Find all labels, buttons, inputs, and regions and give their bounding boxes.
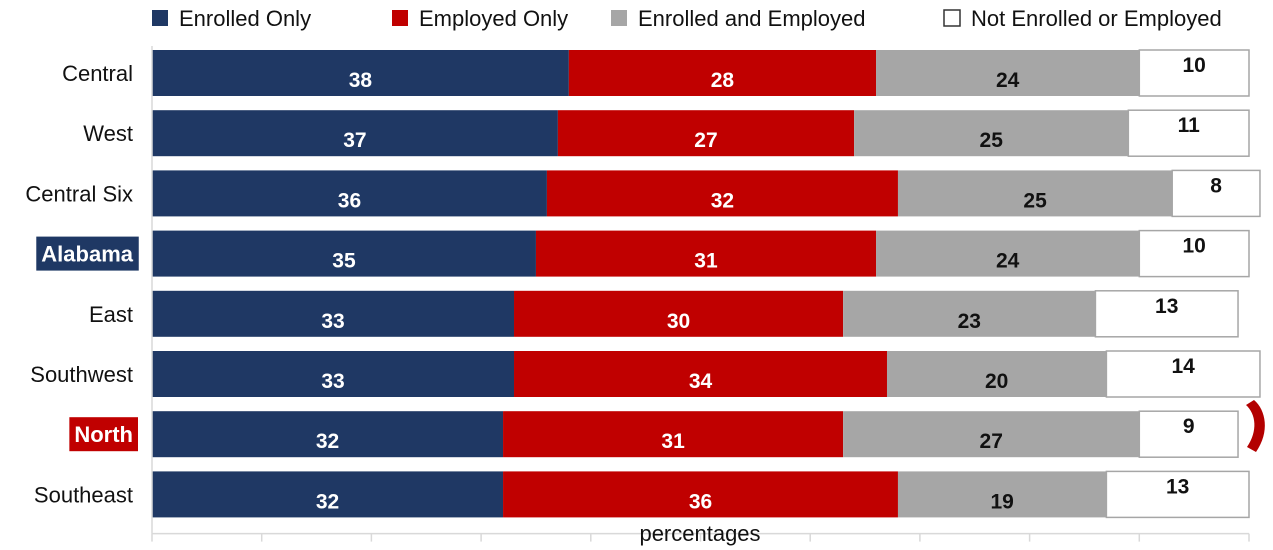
legend-label-not-enrolled-or-employed: Not Enrolled or Employed <box>971 6 1222 31</box>
data-label: 31 <box>661 430 685 453</box>
bar-segment-enrolled-and-employed <box>897 471 1107 518</box>
bar-segment-employed-only <box>514 290 844 337</box>
data-label: 36 <box>338 189 361 212</box>
category-label-southeast: Southeast <box>34 482 133 507</box>
category-label-central: Central <box>62 61 133 86</box>
bar-segment-employed-only <box>535 230 877 277</box>
bar-segment-enrolled-only <box>152 110 558 157</box>
data-label: 20 <box>985 370 1008 393</box>
bar-segment-enrolled-and-employed <box>897 170 1173 217</box>
bar-row-southwest: 33 34 20 14 <box>152 350 1261 398</box>
bar-row-east: 33 30 23 13 <box>152 290 1239 338</box>
legend-label-employed-only: Employed Only <box>419 6 568 31</box>
data-label: 25 <box>1023 189 1047 212</box>
bar-segment-enrolled-only <box>152 290 515 337</box>
category-label-east: East <box>89 302 133 327</box>
data-label: 14 <box>1172 355 1196 378</box>
data-label: 25 <box>980 129 1004 152</box>
data-label: 37 <box>343 129 366 152</box>
category-label-alabama: Alabama <box>41 242 133 267</box>
bar-segment-not-enrolled-or-employed <box>1138 229 1250 278</box>
bar-row-central: 38 28 24 10 <box>152 49 1250 97</box>
data-label: 33 <box>321 310 344 333</box>
bar-segment-enrolled-and-employed <box>876 230 1140 277</box>
bar-row-southeast: 32 36 19 13 <box>152 470 1250 519</box>
data-label: 10 <box>1182 54 1205 77</box>
bar-segment-enrolled-only <box>152 170 547 217</box>
bar-segment-enrolled-only <box>152 351 515 397</box>
data-label: 30 <box>667 310 690 333</box>
bar-row-central-six: 36 32 25 8 <box>152 169 1261 218</box>
bar-segment-enrolled-and-employed <box>886 351 1107 397</box>
x-axis <box>151 46 1250 542</box>
bar-segment-not-enrolled-or-employed <box>1105 350 1261 398</box>
bar-row-north: 32 31 27 9 <box>152 410 1239 458</box>
data-label: 23 <box>958 310 981 333</box>
bar-segment-not-enrolled-or-employed <box>1138 49 1250 97</box>
bar-segment-enrolled-and-employed <box>843 290 1096 337</box>
data-label: 24 <box>996 69 1020 92</box>
category-highlight-alabama <box>36 236 139 271</box>
data-label: 11 <box>1178 114 1201 137</box>
bar-row-alabama: 35 31 24 10 <box>152 229 1250 278</box>
data-label: 31 <box>694 250 718 273</box>
data-label: 35 <box>332 250 356 273</box>
bar-segment-enrolled-and-employed <box>854 110 1129 157</box>
data-label: 34 <box>689 370 713 393</box>
bar-segment-employed-only <box>514 351 887 397</box>
bar-segment-employed-only <box>568 50 877 96</box>
category-label-north: North <box>74 422 133 447</box>
bar-segment-enrolled-and-employed <box>876 50 1140 96</box>
data-label: 13 <box>1166 475 1189 498</box>
category-label-central-six: Central Six <box>25 181 133 206</box>
bar-segment-employed-only <box>503 411 844 458</box>
category-labels: Central West Central Six Alabama East Southwe… <box>25 61 139 507</box>
data-label: 27 <box>980 430 1003 453</box>
data-label: 9 <box>1183 415 1195 438</box>
bar-segment-enrolled-and-employed <box>843 411 1140 458</box>
legend-swatch-employed-only <box>392 10 408 26</box>
bar-row-west: 37 27 25 11 <box>152 109 1250 157</box>
bar-segment-employed-only <box>557 110 855 157</box>
bar-segment-enrolled-only <box>152 50 569 96</box>
data-label: 8 <box>1210 174 1222 197</box>
data-label: 32 <box>316 430 339 453</box>
legend-label-enrolled-and-employed: Enrolled and Employed <box>638 6 865 31</box>
data-label: 19 <box>990 490 1013 513</box>
legend-swatch-enrolled-and-employed <box>611 10 627 26</box>
data-label: 32 <box>316 490 339 513</box>
bar-segment-enrolled-only <box>152 230 536 277</box>
data-label: 24 <box>996 250 1020 273</box>
bar-segment-not-enrolled-or-employed <box>1171 169 1261 218</box>
category-label-west: West <box>83 121 133 146</box>
data-label: 28 <box>711 69 735 92</box>
legend: Enrolled Only Employed Only Enrolled and E… <box>152 6 1222 31</box>
bar-segment-not-enrolled-or-employed <box>1105 470 1250 519</box>
bar-segment-not-enrolled-or-employed <box>1138 410 1239 458</box>
bar-segment-not-enrolled-or-employed <box>1094 290 1239 338</box>
data-label: 27 <box>694 129 717 152</box>
data-label: 36 <box>689 490 712 513</box>
legend-label-enrolled-only: Enrolled Only <box>179 6 311 31</box>
data-label: 33 <box>321 370 344 393</box>
bar-segment-employed-only <box>503 471 898 518</box>
category-label-southwest: Southwest <box>30 362 133 387</box>
x-axis-title: percentages <box>639 521 760 546</box>
bar-segment-not-enrolled-or-employed <box>1127 109 1250 157</box>
data-label: 32 <box>711 189 734 212</box>
legend-swatch-not-enrolled-or-employed <box>943 9 961 27</box>
bar-segment-enrolled-only <box>152 411 504 458</box>
bar-segment-enrolled-only <box>152 471 504 518</box>
bar-segment-employed-only <box>546 170 898 217</box>
decorative-accent-shape <box>1246 400 1265 452</box>
data-label: 13 <box>1155 295 1178 318</box>
data-label: 10 <box>1182 235 1205 258</box>
data-label: 38 <box>349 69 373 92</box>
category-highlight-north <box>69 417 138 452</box>
legend-swatch-enrolled-only <box>152 10 168 26</box>
